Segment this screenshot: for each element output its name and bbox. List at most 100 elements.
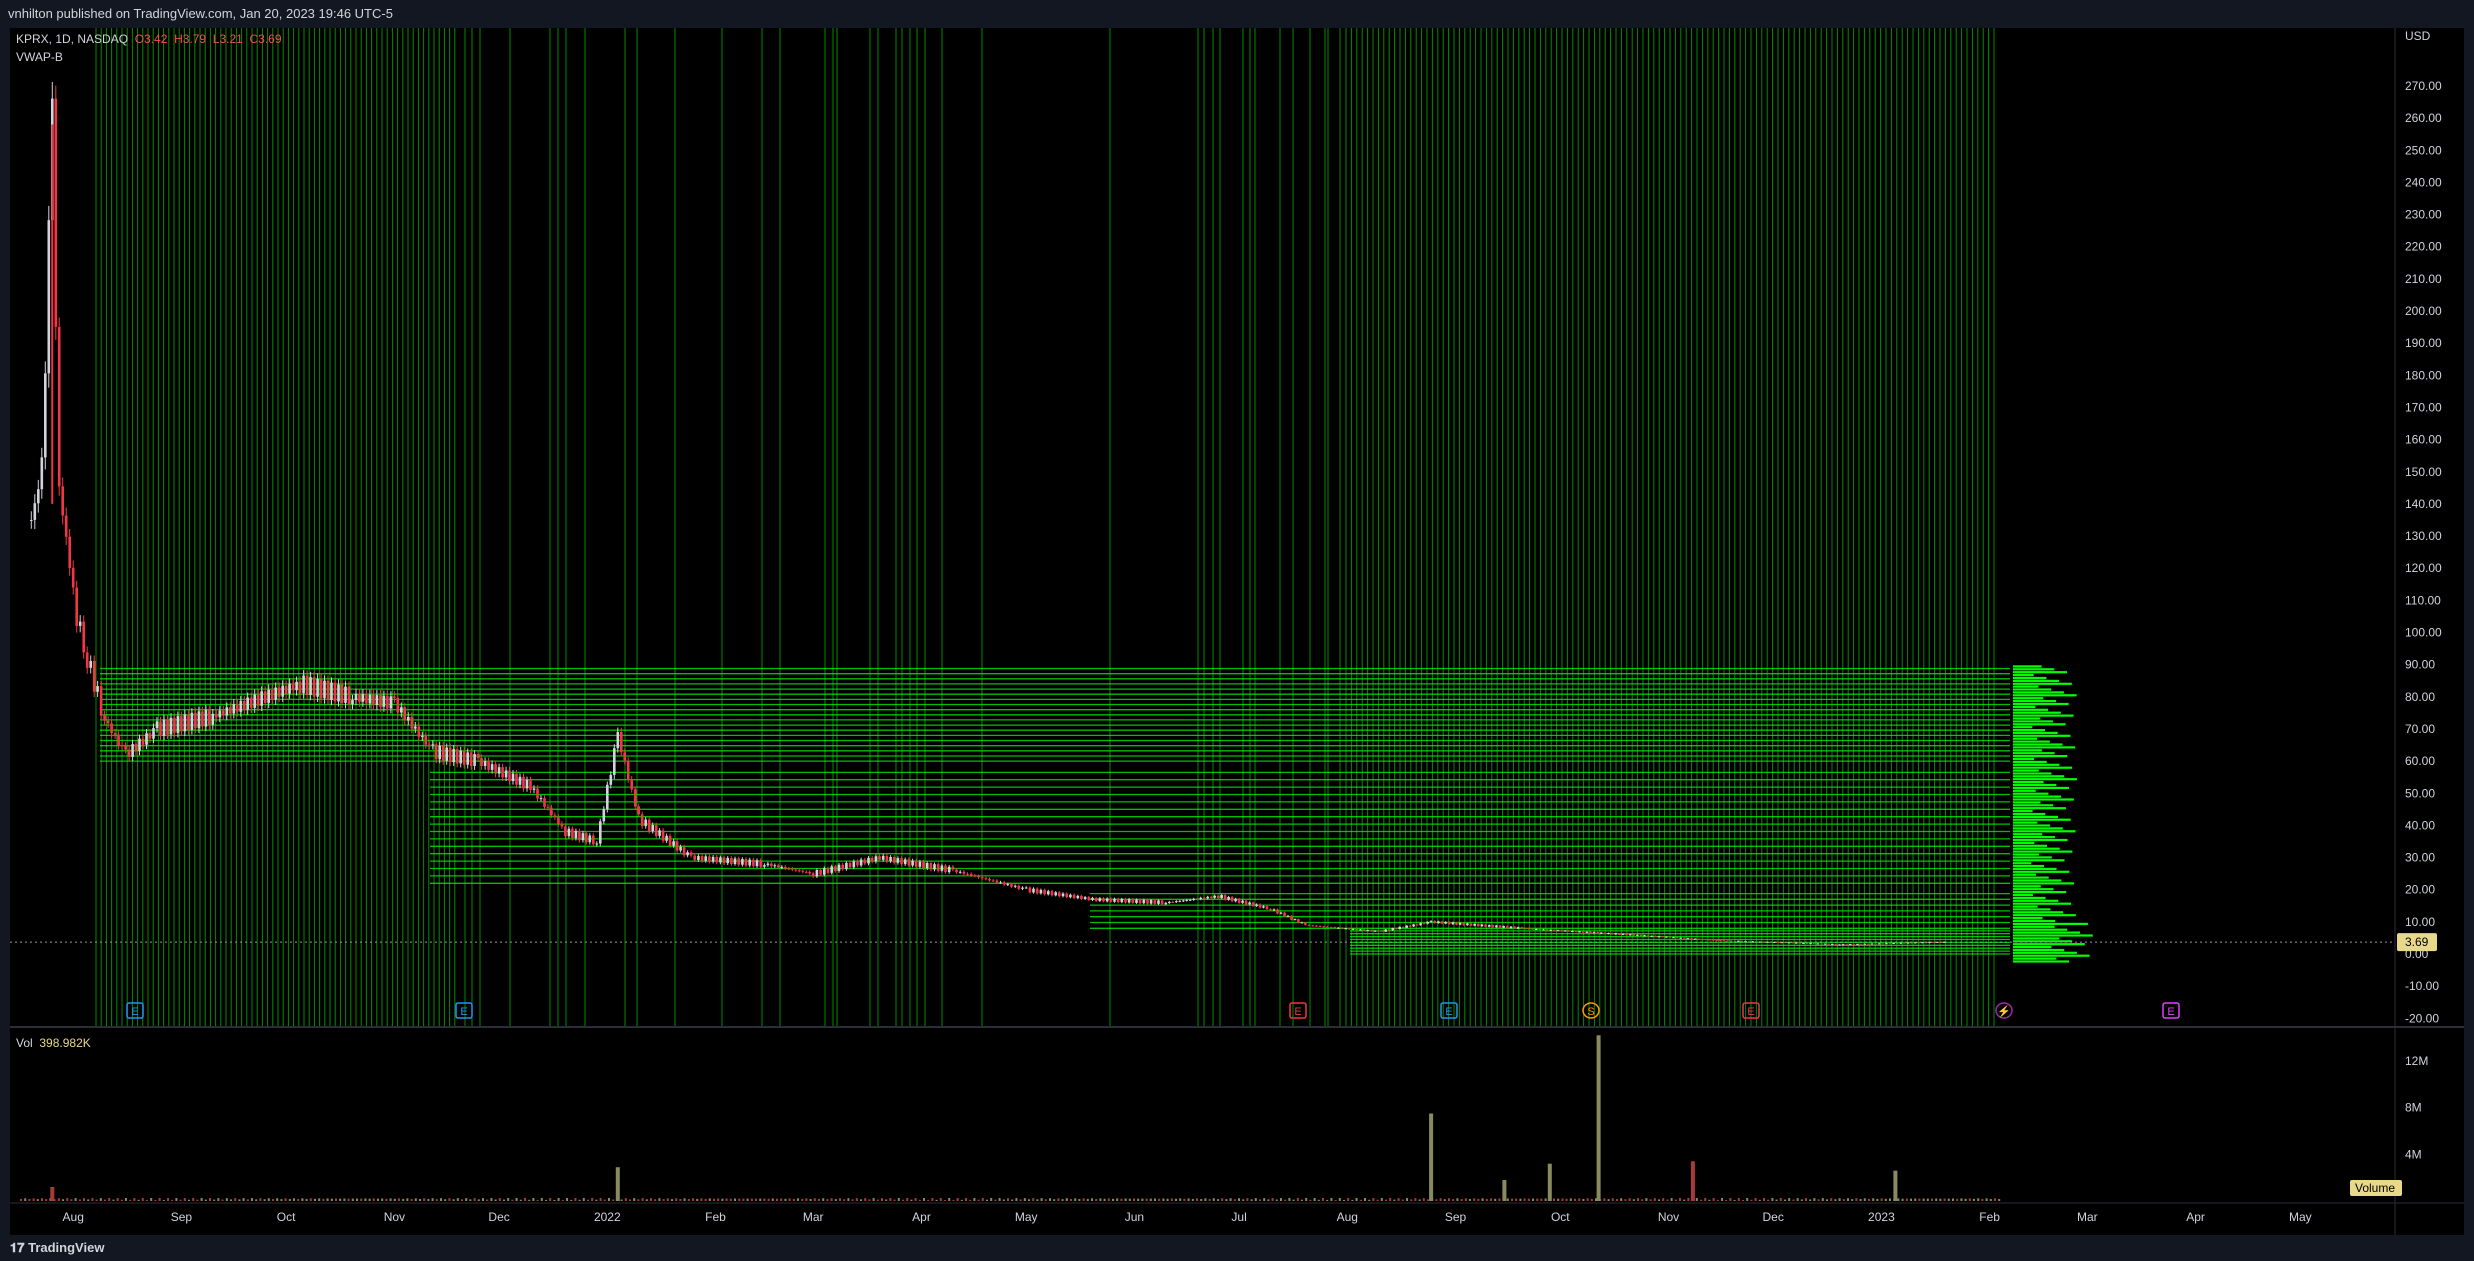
volume-bar [1448, 1198, 1450, 1201]
price-tick-label: 200.00 [2405, 304, 2442, 318]
volume-bar [154, 1200, 157, 1201]
event-marker[interactable]: ⚡ [1995, 1002, 2013, 1019]
candle-body [1127, 899, 1131, 903]
candle-body [811, 873, 815, 877]
candle-body [515, 773, 518, 785]
candle-body [1124, 898, 1127, 903]
volume-bar [1994, 1198, 1996, 1201]
volume-bar [1091, 1198, 1093, 1201]
volume-bar [935, 1199, 938, 1201]
candle-body [1401, 926, 1405, 928]
volume-bar [1767, 1199, 1770, 1201]
candle-body [944, 865, 947, 873]
event-marker[interactable]: E [2162, 1002, 2180, 1019]
chart-frame[interactable]: -20.00 -10.00 0.00 10.00 20.00 30.00 40.00 50.0… [10, 28, 2464, 1235]
candle-body [333, 682, 337, 702]
candle-body [106, 720, 110, 724]
candle-body [1043, 889, 1046, 895]
volume-bar [326, 1198, 329, 1201]
event-marker[interactable]: E [1440, 1002, 1458, 1019]
price-axis: -20.00-10.000.0010.0020.0030.0040.0050.0… [2397, 29, 2442, 1025]
volume-bar [456, 1198, 459, 1201]
event-marker[interactable]: E [455, 1002, 473, 1019]
event-marker[interactable]: S [1582, 1002, 1600, 1019]
candle-body [410, 717, 414, 729]
publisher-text: vnhilton published on TradingView.com, J… [8, 6, 393, 21]
candle-body [1244, 900, 1248, 905]
publisher-bar: vnhilton published on TradingView.com, J… [0, 0, 2474, 28]
candle-body [1326, 926, 1329, 928]
candle-body [375, 695, 379, 706]
profile-bar [2013, 931, 2080, 934]
volume-bar [1578, 1198, 1581, 1201]
candle-body [1362, 929, 1366, 931]
candle-body [138, 738, 141, 751]
chart-svg[interactable]: -20.00-10.000.0010.0020.0030.0040.0050.0… [10, 28, 2464, 1235]
candle-body [700, 856, 704, 861]
candle-body [1787, 942, 1791, 944]
candle-body [1665, 936, 1668, 938]
volume-bar [1368, 1199, 1371, 1201]
candle-body [815, 870, 819, 877]
candle-body [1607, 933, 1610, 934]
profile-bar [2013, 954, 2090, 957]
volume-bar [1170, 1198, 1173, 1201]
candle-body [1290, 915, 1293, 920]
candle-body [1032, 888, 1035, 893]
candle-body [1094, 897, 1098, 901]
candle-body [1091, 897, 1094, 900]
candle-body [980, 877, 984, 879]
volume-bar [1670, 1198, 1673, 1201]
volume-bar [1242, 1199, 1245, 1201]
tradingview-logo[interactable]: 𝟏𝟕 TradingView [10, 1235, 104, 1261]
candle-body [1255, 904, 1258, 906]
volume-bar [536, 1199, 539, 1201]
volume-bar [259, 1198, 262, 1201]
volume-bar [1221, 1198, 1224, 1201]
candle-body [1823, 943, 1827, 945]
volume-bar [637, 1199, 640, 1201]
volume-bar [330, 1198, 333, 1201]
candle-body [550, 807, 553, 816]
volume-bar [389, 1198, 392, 1201]
candle-body [1690, 938, 1693, 940]
volume-bar [671, 1199, 673, 1201]
event-marker-box [1440, 1002, 1458, 1019]
candle-body [613, 748, 616, 775]
candle-body [1646, 935, 1650, 937]
event-marker[interactable]: E [1742, 1002, 1760, 1019]
candle-body [940, 865, 944, 871]
profile-bar [2013, 934, 2093, 937]
candle-body [1195, 898, 1199, 900]
profile-bar [2013, 755, 2068, 758]
volume-bar [692, 1198, 694, 1201]
volume-bar [1616, 1199, 1618, 1201]
candle-body [668, 835, 672, 846]
candle-body [708, 856, 711, 862]
volume-bar [1154, 1198, 1156, 1201]
candle-body [892, 857, 896, 863]
profile-bar [2013, 902, 2071, 905]
volume-bar [1914, 1198, 1917, 1201]
candle-body [330, 682, 333, 700]
candle-body [620, 731, 623, 753]
volume-bar [566, 1198, 568, 1201]
candle-body [403, 707, 407, 721]
volume-bar [120, 1199, 123, 1201]
candle-body [766, 863, 770, 866]
volume-bar [246, 1199, 249, 1201]
candle-body [155, 721, 159, 729]
candle-body [1545, 929, 1549, 931]
event-marker[interactable]: E [1289, 1002, 1307, 1019]
volume-bar [591, 1198, 594, 1201]
candle-body [1297, 919, 1300, 923]
price-tick-label: 270.00 [2405, 79, 2442, 93]
profile-bar [2013, 694, 2077, 697]
volume-bar [1737, 1198, 1740, 1201]
profile-bar [2013, 691, 2064, 694]
event-marker[interactable]: E [126, 1002, 144, 1019]
candle-body [539, 798, 543, 800]
candle-body [1668, 936, 1672, 938]
volume-bar [234, 1198, 237, 1201]
candle-body [867, 857, 870, 864]
